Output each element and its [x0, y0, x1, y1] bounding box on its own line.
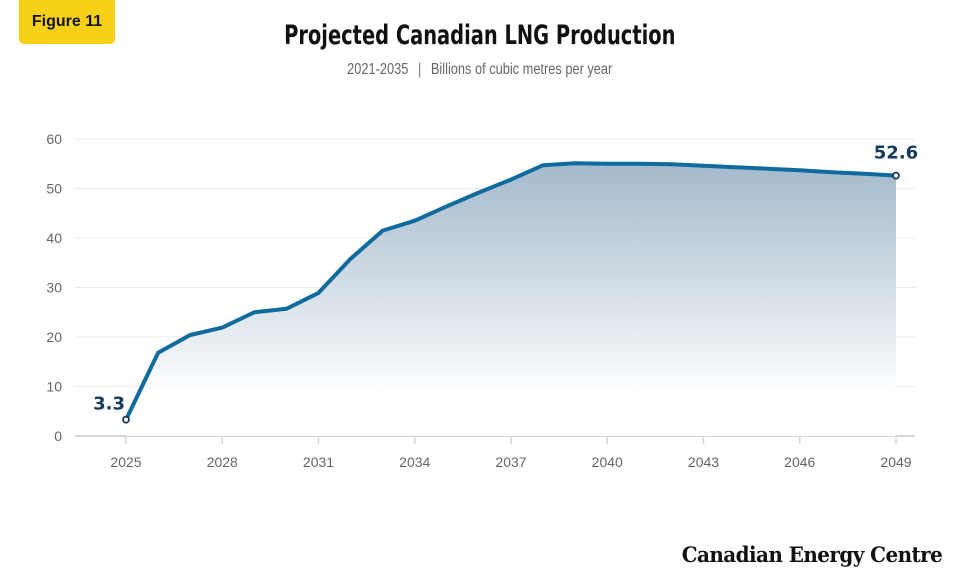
y-tick-label: 40: [46, 230, 62, 246]
chart-subtitle: 2021-2035 | Billions of cubic metres per y…: [0, 61, 960, 79]
x-tick-label: 2025: [110, 454, 141, 470]
x-tick-label: 2028: [207, 454, 238, 470]
y-tick-label: 50: [46, 181, 62, 197]
x-tick-label: 2034: [399, 454, 430, 470]
y-tick-label: 30: [46, 280, 62, 296]
y-tick-label: 20: [46, 329, 62, 345]
endpoint-marker: [892, 171, 900, 180]
endpoint-marker: [122, 415, 130, 424]
x-tick-label: 2049: [880, 454, 911, 470]
area-fill: [126, 163, 896, 437]
x-tick-label: 2037: [495, 454, 526, 470]
data-label: 52.6: [874, 143, 918, 164]
canadian-energy-centre-logo: Canadian Energy Centre: [681, 542, 942, 567]
figure-badge: Figure 11: [19, 0, 115, 44]
subtitle-units: Billions of cubic metres per year: [431, 61, 613, 78]
production-line: [124, 161, 898, 422]
x-tick-label: 2040: [592, 454, 623, 470]
x-tick-label: 2031: [303, 454, 334, 470]
x-tick-label: 2046: [784, 454, 815, 470]
chart-title-wrap: Projected Canadian LNG Production: [0, 20, 960, 51]
y-tick-label: 60: [46, 131, 62, 147]
subtitle-separator: |: [418, 61, 422, 78]
y-tick-label: 10: [46, 379, 62, 395]
x-tick-label: 2043: [688, 454, 719, 470]
chart-title: Projected Canadian LNG Production: [284, 20, 676, 51]
data-label: 3.3: [93, 394, 125, 415]
subtitle-range: 2021-2035: [347, 61, 409, 78]
y-tick-label: 0: [54, 428, 62, 444]
